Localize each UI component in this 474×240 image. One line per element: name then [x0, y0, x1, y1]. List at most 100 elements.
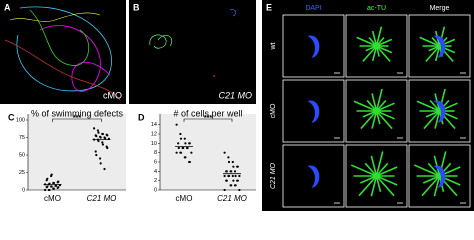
data-point: [184, 156, 187, 159]
cilia: [434, 45, 441, 62]
data-point: [231, 174, 234, 178]
data-point: [175, 151, 178, 154]
nucleus: [433, 165, 446, 188]
data-point: [44, 188, 47, 192]
cilia: [370, 155, 378, 177]
cilia: [375, 162, 389, 177]
panel-b-image: [129, 0, 256, 104]
data-point: [95, 135, 98, 138]
data-point: [234, 174, 237, 178]
trace: [229, 9, 237, 17]
y-tick-label: 4: [154, 169, 157, 175]
cilia: [375, 175, 382, 192]
data-point: [232, 165, 235, 168]
plot-area: [160, 114, 256, 190]
x-tick-label: cMO: [176, 194, 193, 203]
data-point: [233, 170, 237, 173]
data-point: [94, 150, 97, 153]
cilia: [360, 110, 378, 130]
significance-bracket: [183, 118, 233, 122]
panel-label: C: [8, 112, 15, 122]
cilia: [375, 175, 395, 197]
cilia: [429, 99, 441, 112]
panel-caption: cMO: [103, 90, 122, 100]
data-point: [179, 137, 183, 140]
x-tick-label: cMO: [44, 194, 61, 203]
data-point: [177, 142, 180, 145]
trace: [29, 9, 89, 66]
significance-label: ***: [73, 115, 81, 122]
significance-label: ***: [204, 115, 212, 122]
chart-title: % of swimming defects: [31, 108, 124, 118]
data-point: [227, 174, 231, 178]
trace: [149, 34, 173, 49]
micrograph: [282, 144, 345, 208]
data-point: [101, 141, 104, 144]
data-point: [104, 137, 107, 140]
cilia: [371, 93, 378, 112]
cilia: [368, 37, 378, 47]
cilia: [350, 164, 377, 177]
data-point: [99, 136, 102, 139]
data-point: [231, 160, 234, 164]
micrograph: [282, 79, 345, 143]
cilia: [376, 110, 395, 120]
y-tick-label: 25: [19, 170, 25, 176]
data-point: [101, 132, 104, 136]
trace: [39, 25, 111, 92]
data-point: [48, 188, 51, 192]
row-label: C21 MO: [270, 162, 277, 189]
data-point: [223, 174, 226, 178]
column-header: ac-TU: [367, 5, 386, 12]
row-label: wt: [270, 42, 277, 50]
cilia: [375, 88, 383, 112]
y-tick-label: 12: [151, 131, 157, 137]
y-tick-label: 75: [19, 135, 25, 141]
data-point: [223, 151, 226, 154]
data-point: [179, 132, 182, 136]
cilia: [425, 45, 441, 63]
data-point: [190, 151, 193, 154]
cilia: [371, 45, 378, 62]
cilia: [376, 38, 393, 47]
data-point: [101, 143, 104, 146]
cilia: [371, 30, 378, 47]
nucleus: [433, 100, 446, 123]
cilia: [375, 110, 393, 130]
data-point: [50, 173, 53, 176]
data-point: [97, 131, 100, 134]
plot-area: [28, 114, 126, 190]
data-point: [238, 174, 241, 178]
data-point: [225, 170, 228, 173]
data-point: [103, 167, 106, 171]
y-tick-label: 14: [151, 122, 157, 128]
cilia: [376, 175, 398, 186]
data-point: [99, 157, 102, 160]
cilia: [375, 45, 391, 63]
data-point: [93, 127, 96, 130]
data-point: [57, 186, 60, 189]
data-point: [184, 142, 187, 145]
data-point: [227, 160, 231, 164]
nucleus: [307, 100, 320, 123]
cilia: [416, 100, 440, 112]
cilia: [427, 162, 441, 177]
data-point: [186, 146, 189, 150]
data-point: [52, 181, 56, 185]
nucleus: [307, 165, 320, 188]
panel-a-image: [0, 0, 126, 104]
panel-label: A: [4, 2, 11, 12]
y-tick-label: 2: [154, 178, 157, 184]
row-label: cMO: [270, 103, 277, 118]
data-point: [46, 185, 49, 188]
data-point: [175, 123, 178, 126]
y-tick-label: 6: [154, 159, 157, 165]
data-point: [227, 156, 230, 159]
cilia: [359, 175, 377, 184]
data-point: [223, 188, 226, 192]
data-point: [99, 162, 102, 165]
data-point: [238, 188, 241, 192]
data-point: [188, 160, 191, 164]
data-point: [230, 170, 233, 173]
data-point: [50, 185, 53, 188]
